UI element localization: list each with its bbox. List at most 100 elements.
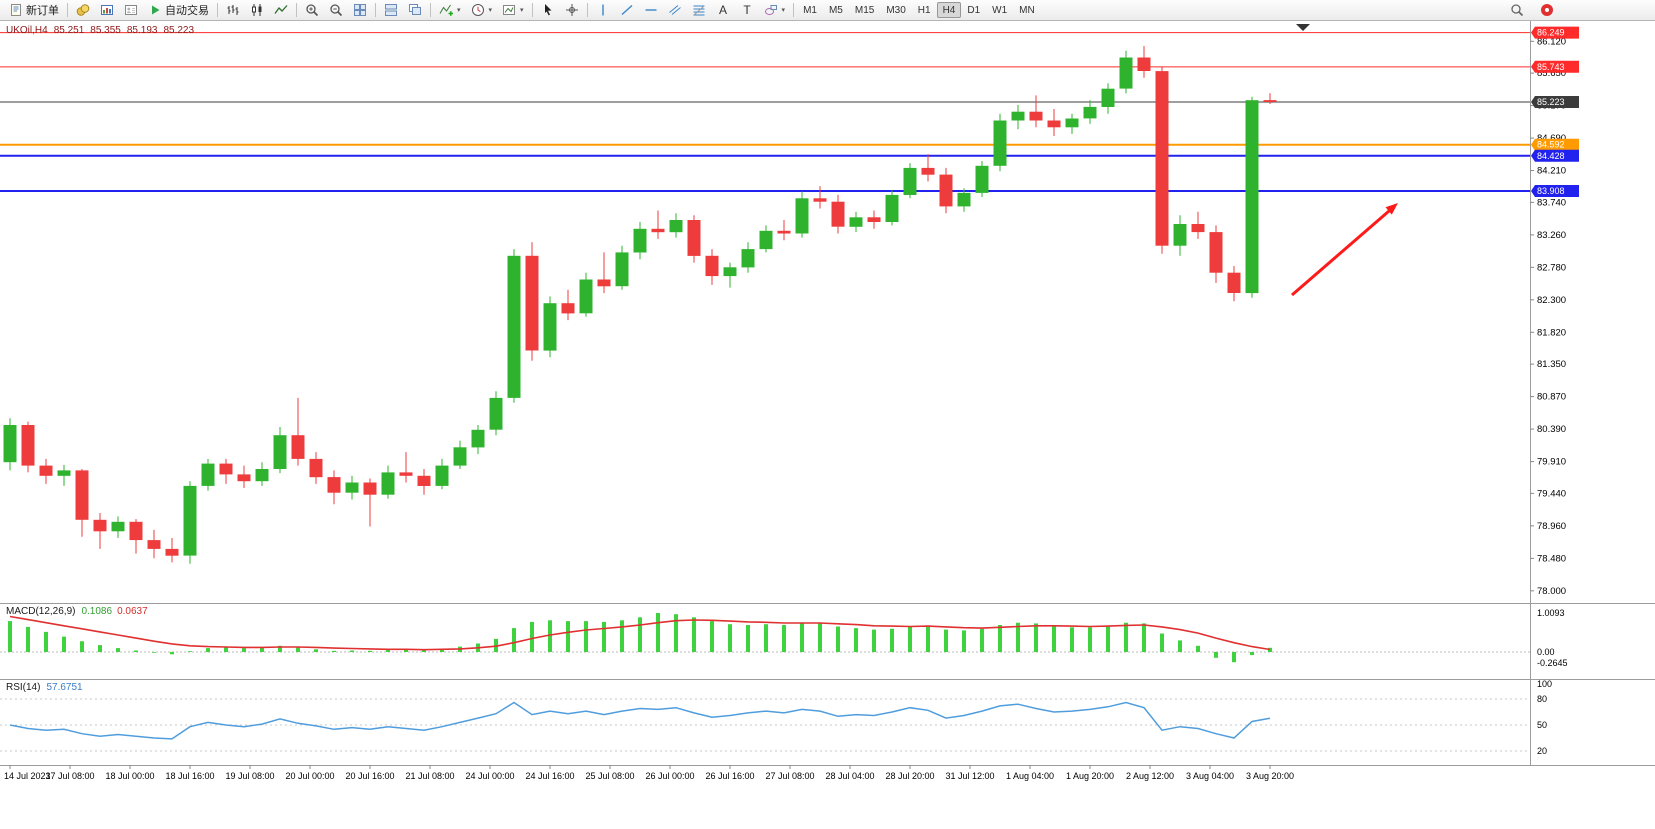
chart-shift-marker[interactable] bbox=[1296, 24, 1310, 31]
timeframe-m30-button[interactable]: M30 bbox=[880, 2, 911, 18]
toolbar-separator bbox=[375, 3, 376, 17]
trend-arrow[interactable] bbox=[1291, 209, 1390, 297]
candle bbox=[363, 478, 377, 527]
candle bbox=[849, 211, 863, 233]
horizontal-line-button[interactable] bbox=[639, 2, 663, 18]
timeframe-m5-button[interactable]: M5 bbox=[823, 2, 849, 18]
periods-button[interactable]: ▾ bbox=[466, 2, 498, 18]
zoom-in-button[interactable] bbox=[300, 2, 324, 18]
candle bbox=[93, 513, 107, 549]
crosshair-icon bbox=[565, 4, 578, 16]
time-axis-label: 2 Aug 12:00 bbox=[1126, 771, 1174, 781]
rsi-scale-label: 80 bbox=[1537, 694, 1547, 704]
new-order-label: 新订单 bbox=[26, 5, 59, 17]
candlestick-chart-button[interactable] bbox=[245, 2, 269, 18]
crosshair-button[interactable] bbox=[560, 2, 584, 18]
search-icon bbox=[1511, 4, 1524, 17]
auto-arrange-button[interactable] bbox=[379, 2, 403, 18]
timeframe-m1-button[interactable]: M1 bbox=[797, 2, 823, 18]
macd-scale-label: -0.2645 bbox=[1537, 658, 1568, 668]
cascade-windows-button[interactable] bbox=[403, 2, 427, 18]
price-axis-label: 81.820 bbox=[1537, 327, 1566, 338]
bar-chart-button[interactable] bbox=[221, 2, 245, 18]
price-axis-label: 78.960 bbox=[1537, 521, 1566, 532]
candle bbox=[219, 458, 233, 484]
tile-windows-button[interactable] bbox=[348, 2, 372, 18]
price-axis-label: 84.210 bbox=[1537, 166, 1566, 177]
indicators-button[interactable]: ▾ bbox=[434, 2, 466, 18]
autotrade-button[interactable]: 自动交易 bbox=[143, 2, 214, 18]
chart-area[interactable]: 86.12085.65085.17084.69084.21083.74083.2… bbox=[0, 21, 1655, 829]
price-axis-label: 83.260 bbox=[1537, 230, 1566, 241]
price-axis-label: 86.120 bbox=[1537, 36, 1566, 47]
candle bbox=[957, 188, 971, 212]
notifications-button[interactable] bbox=[1535, 2, 1559, 18]
price-tag: 85.223 bbox=[1531, 96, 1579, 108]
candle bbox=[435, 458, 449, 490]
text-button[interactable]: A bbox=[711, 2, 735, 18]
chart-canvas[interactable]: 86.12085.65085.17084.69084.21083.74083.2… bbox=[0, 21, 1655, 829]
candles-icon bbox=[252, 4, 262, 16]
time-axis-label: 24 Jul 16:00 bbox=[525, 771, 574, 781]
price-axis-label: 82.300 bbox=[1537, 295, 1566, 306]
cursor-button[interactable] bbox=[536, 2, 560, 18]
candle bbox=[633, 222, 647, 260]
candle bbox=[1155, 66, 1169, 254]
price-tag: 84.592 bbox=[1531, 138, 1579, 151]
price-tag: 85.743 bbox=[1531, 60, 1579, 73]
macd-value: 0.1086 bbox=[81, 606, 113, 617]
candle bbox=[813, 186, 827, 209]
ohlc-open: 85.251 bbox=[53, 25, 85, 36]
candle bbox=[1209, 225, 1223, 283]
profiles-button[interactable] bbox=[119, 2, 143, 18]
shapes-icon bbox=[764, 5, 777, 15]
candle bbox=[759, 225, 773, 253]
candle bbox=[309, 452, 323, 484]
timeframe-h1-button[interactable]: H1 bbox=[912, 2, 937, 18]
time-axis-label: 18 Jul 00:00 bbox=[105, 771, 154, 781]
arrange-icon bbox=[385, 4, 397, 16]
zoom-in-icon bbox=[306, 4, 319, 17]
search-button[interactable] bbox=[1505, 2, 1529, 18]
chart-background bbox=[0, 21, 1655, 829]
ohlc-high: 85.355 bbox=[90, 25, 121, 36]
autotrade-icon bbox=[152, 5, 160, 15]
fibonacci-button[interactable] bbox=[687, 2, 711, 18]
chart-window-icon bbox=[101, 5, 113, 15]
templates-button[interactable]: ▾ bbox=[497, 2, 529, 18]
channel-icon bbox=[668, 5, 681, 15]
rsi-scale-label: 50 bbox=[1537, 720, 1547, 730]
candle bbox=[273, 427, 287, 474]
candle bbox=[1263, 93, 1277, 104]
timeframe-d1-button[interactable]: D1 bbox=[961, 2, 986, 18]
equidistant-channel-button[interactable] bbox=[663, 2, 687, 18]
market-watch-button[interactable] bbox=[71, 2, 95, 18]
chart-svg[interactable]: 86.12085.65085.17084.69084.21083.74083.2… bbox=[0, 21, 1655, 829]
shapes-button[interactable]: ▾ bbox=[759, 2, 791, 18]
ohlc-close: 85.223 bbox=[163, 25, 195, 36]
price-axis-label: 80.390 bbox=[1537, 424, 1566, 435]
candle bbox=[975, 161, 989, 197]
line-chart-button[interactable] bbox=[269, 2, 293, 18]
text-label-button[interactable]: T bbox=[735, 2, 759, 18]
candle bbox=[129, 519, 143, 554]
timeframe-w1-button[interactable]: W1 bbox=[986, 2, 1013, 18]
macd-indicator-label: MACD(12,26,9) 0.1086 0.0637 bbox=[6, 606, 148, 617]
toolbar-right-group bbox=[1505, 2, 1559, 18]
new-order-button[interactable]: 新订单 bbox=[4, 2, 64, 18]
price-tag: 84.428 bbox=[1531, 149, 1579, 162]
label-icon: T bbox=[743, 3, 751, 17]
candle bbox=[723, 262, 737, 288]
candle bbox=[417, 469, 431, 495]
chart-window-button[interactable] bbox=[95, 2, 119, 18]
timeframe-m15-button[interactable]: M15 bbox=[849, 2, 880, 18]
svg-text:84.592: 84.592 bbox=[1537, 140, 1565, 150]
time-axis-label: 17 Jul 08:00 bbox=[45, 771, 94, 781]
trendline-button[interactable] bbox=[615, 2, 639, 18]
timeframe-mn-button[interactable]: MN bbox=[1013, 2, 1041, 18]
time-axis-label: 14 Jul 2023 bbox=[4, 771, 51, 781]
zoom-out-button[interactable] bbox=[324, 2, 348, 18]
toolbar-separator bbox=[217, 3, 218, 17]
vertical-line-button[interactable] bbox=[591, 2, 615, 18]
timeframe-h4-button[interactable]: H4 bbox=[936, 2, 962, 18]
